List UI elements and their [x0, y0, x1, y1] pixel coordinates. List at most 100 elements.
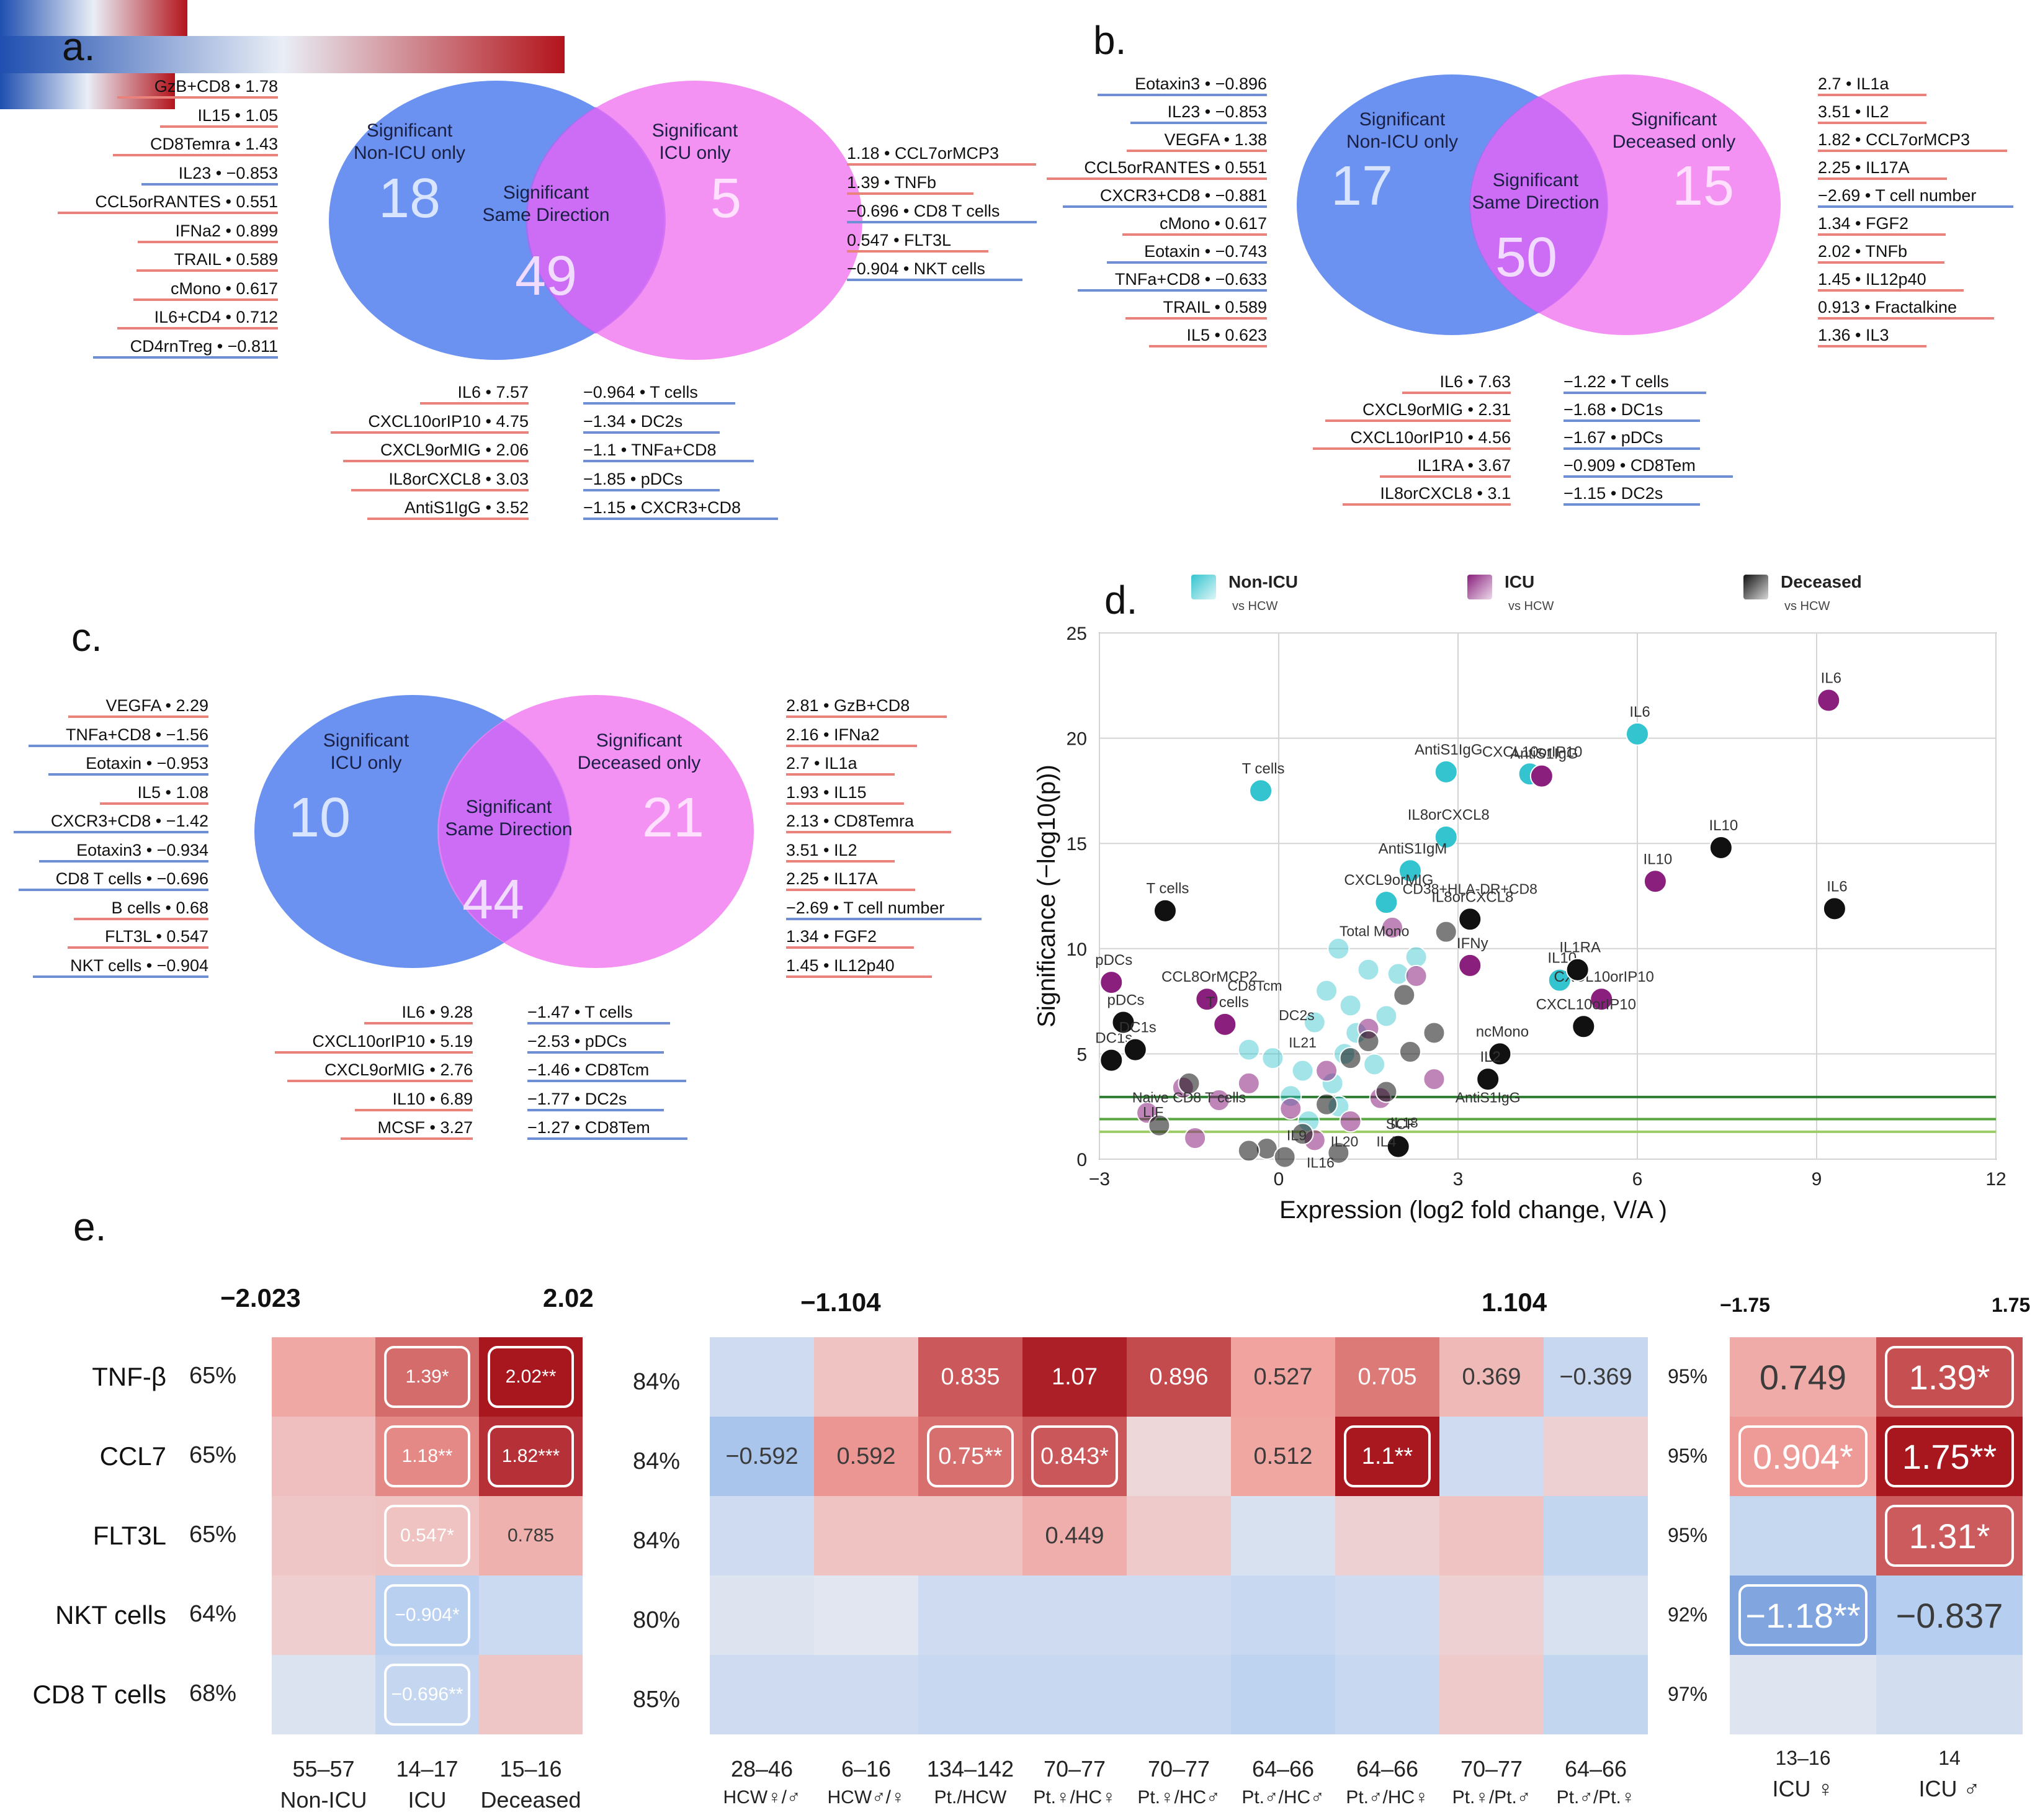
left-row-pct: 64% [189, 1601, 237, 1627]
left-cell: 1.39* [375, 1337, 479, 1417]
point-deceased [1572, 1015, 1596, 1039]
significance-box [384, 1505, 470, 1567]
point-deceased [1423, 1021, 1446, 1044]
cell-value: −0.369 [1559, 1363, 1632, 1390]
y-tick-label: 15 [1067, 834, 1087, 854]
point-label: IL10 [1644, 851, 1673, 867]
a-left-list-item: IL23 • −0.853 [141, 164, 278, 186]
annotation-label: IL16 [1307, 1155, 1335, 1171]
point-deceased [1291, 1123, 1314, 1145]
b-right-list-item: 2.25 • IL17A [1818, 158, 1947, 180]
left-cb-min: −2.023 [220, 1283, 301, 1312]
cell-value: 0.785 [507, 1525, 555, 1546]
mid-cell: 0.835 [918, 1337, 1022, 1417]
cell-value: 0.843* [1040, 1443, 1109, 1469]
mid-cell [814, 1655, 918, 1734]
point-icu [1381, 916, 1404, 939]
cell-value: −0.696** [391, 1684, 463, 1705]
venn-c-left-title: Significant ICU only [323, 730, 409, 773]
venn-b-left-count: 17 [1331, 155, 1393, 217]
left-col-group: Deceased [480, 1787, 581, 1813]
b-bottom-right-item: −1.15 • DC2s [1564, 484, 1701, 506]
c-left-list-item: Eotaxin • −0.953 [48, 754, 208, 776]
mid-cell: −0.369 [1544, 1337, 1648, 1417]
point-icu [1237, 1072, 1260, 1095]
c-left-list-item: NKT cells • −0.904 [33, 956, 208, 978]
row-label: CCL7 [99, 1441, 166, 1471]
right-cell: −0.837 [1876, 1576, 2023, 1655]
point-non-icu [1375, 1005, 1398, 1028]
mid-col-range: 28–46 [730, 1756, 794, 1782]
b-left-list-item: TRAIL • 0.589 [1125, 298, 1267, 320]
legend-icu: ICU vs HCW [1467, 570, 1728, 619]
point-label: DC1s [1119, 1020, 1156, 1036]
mid-col-range: 70–77 [1460, 1756, 1523, 1782]
right-row-pct: 92% [1668, 1603, 1708, 1626]
c-right-list-item: 1.45 • IL12p40 [786, 956, 932, 978]
annotation-label: CD38+HLA-DR+CD8 [1403, 881, 1537, 897]
point-non-icu [1434, 825, 1458, 849]
a-bottom-left-item: CXCL9orMIG • 2.06 [342, 441, 529, 462]
annotation-label: IL9 [1287, 1127, 1307, 1143]
b-right-list-item: 0.913 • Fractalkine [1818, 298, 1995, 320]
y-tick-label: 10 [1067, 939, 1087, 960]
point-deceased [1822, 897, 1846, 921]
point-label: T cells [1242, 760, 1285, 777]
a-left-list-item: GzB+CD8 • 1.78 [117, 77, 278, 99]
cell-value: 0.547* [400, 1525, 454, 1546]
significance-box [1885, 1425, 2014, 1487]
left-cell [479, 1655, 583, 1734]
x-tick-label: 6 [1632, 1169, 1643, 1190]
point-non-icu [1291, 1059, 1314, 1082]
mid-col-range: 70–77 [1147, 1756, 1210, 1782]
point-icu [1405, 964, 1428, 987]
significance-box [488, 1425, 574, 1487]
c-right-list-item: −2.69 • T cell number [786, 899, 982, 920]
panel-c-letter: c. [71, 615, 102, 660]
a-right-list-item: 0.547 • FLT3L [847, 231, 989, 253]
b-left-list-item: CXCR3+CD8 • −0.881 [1062, 186, 1267, 208]
right-cell [1730, 1655, 1876, 1734]
x-tick-label: 12 [1985, 1169, 2006, 1190]
mid-row-pct: 85% [633, 1687, 681, 1713]
venn-c-right-title: Significant Deceased only [578, 730, 700, 773]
legend-label: Deceased [1781, 572, 1862, 591]
plot-frame [1099, 632, 1997, 1160]
point-label: CXCL9orMIG [1344, 872, 1433, 889]
left-row-pct: 65% [189, 1442, 237, 1468]
legend-swatch [1743, 575, 1768, 599]
c-bottom-right-item: −1.27 • CD8Tem [527, 1118, 687, 1140]
annotation-label: IL21 [1289, 1034, 1317, 1051]
legend-swatch [1467, 575, 1492, 599]
b-right-list-item: 1.36 • IL3 [1818, 326, 1926, 347]
left-cell [272, 1576, 375, 1655]
left-row-pct: 65% [189, 1363, 237, 1389]
point-non-icu [1405, 946, 1428, 969]
left-cell [479, 1576, 583, 1655]
y-tick-label: 5 [1076, 1044, 1087, 1065]
b-bottom-right-item: −1.67 • pDCs [1564, 428, 1701, 450]
point-non-icu [1339, 994, 1362, 1017]
left-cell: 1.18** [375, 1417, 479, 1496]
venn-b-mid-title: Significant Same Direction [1472, 170, 1599, 213]
legend-label: ICU [1505, 572, 1535, 591]
right-col-group: ICU ♂ [1918, 1776, 1980, 1801]
right-cell: 1.75** [1876, 1417, 2023, 1496]
significance-box [1738, 1584, 1868, 1646]
mid-cell: 0.705 [1335, 1337, 1439, 1417]
mid-cell [918, 1655, 1022, 1734]
a-left-list-item: IL15 • 1.05 [160, 106, 278, 128]
c-bottom-left-item: IL6 • 9.28 [364, 1003, 473, 1024]
row-label: TNF-β [92, 1362, 166, 1391]
c-bottom-right-item: −1.46 • CD8Tcm [527, 1060, 687, 1082]
venn-a-mid-count: 49 [515, 245, 577, 307]
cell-value: 1.18** [401, 1446, 453, 1466]
mid-col-range: 64–66 [1251, 1756, 1315, 1782]
cell-value: 0.835 [941, 1363, 1000, 1390]
annotation-label: Total Mono [1340, 923, 1410, 939]
cell-value: 0.749 [1759, 1357, 1847, 1397]
mid-col-group: HCW♀/♂ [723, 1787, 801, 1808]
point-label: AntiS1IgG [1415, 742, 1482, 758]
mid-cell [814, 1576, 918, 1655]
right-col-range: 13–16 [1775, 1747, 1831, 1769]
